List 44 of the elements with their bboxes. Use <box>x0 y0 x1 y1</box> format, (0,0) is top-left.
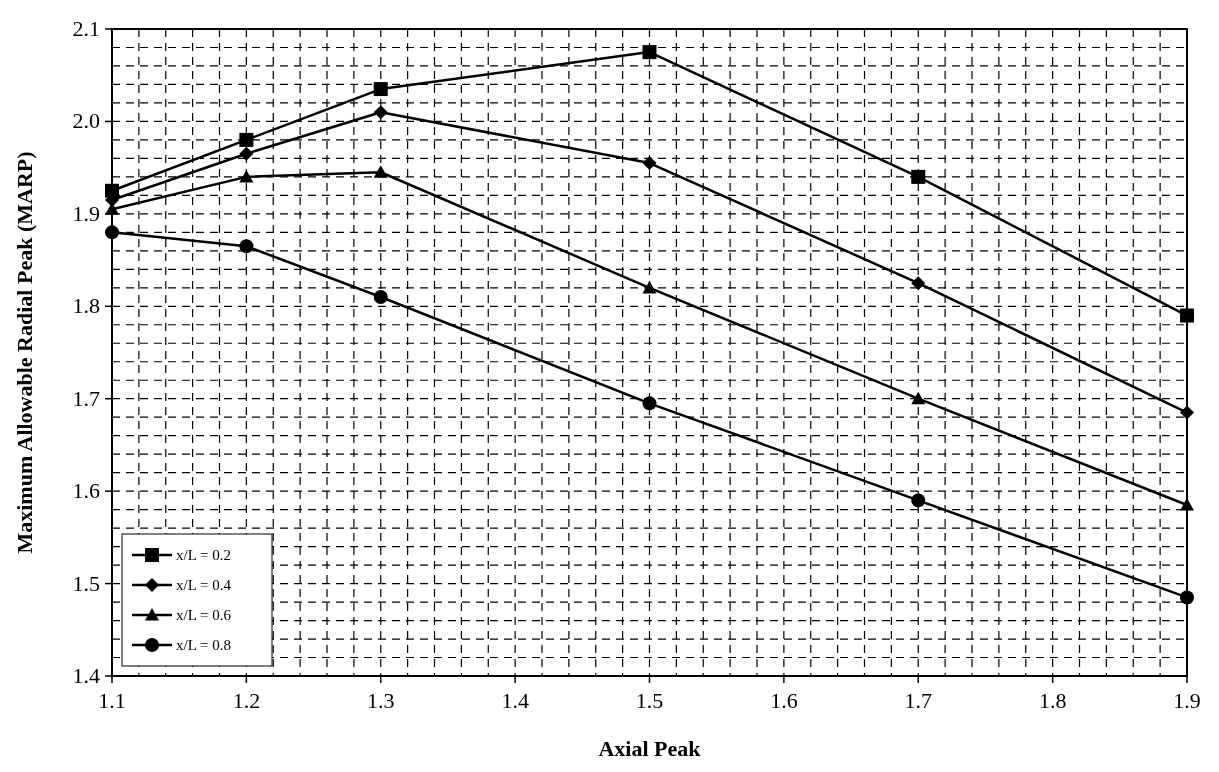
x-tick-label: 1.1 <box>98 688 126 713</box>
point <box>911 169 926 184</box>
point <box>373 290 388 305</box>
y-tick-label: 1.9 <box>72 200 100 226</box>
point <box>911 493 926 508</box>
point <box>642 45 657 60</box>
x-tick-label: 1.8 <box>1038 688 1067 713</box>
x-axis-title: Axial Peak <box>598 736 702 761</box>
point <box>373 105 388 120</box>
legend-label: x/L = 0.2 <box>176 547 231 563</box>
x-tick-label: 1.4 <box>501 688 529 713</box>
point <box>239 239 254 254</box>
y-tick-label: 1.7 <box>72 385 100 411</box>
point <box>642 396 657 411</box>
point <box>642 280 657 294</box>
x-tick-label: 1.2 <box>232 688 261 713</box>
y-axis-title: Maximum Allowable Radial Peak (MARP) <box>12 151 37 554</box>
point <box>642 156 657 171</box>
legend-label: x/L = 0.8 <box>176 637 231 653</box>
y-tick-label: 2.1 <box>72 16 100 41</box>
point <box>239 132 254 147</box>
y-tick-label: 1.5 <box>72 570 100 596</box>
x-tick-label: 1.6 <box>770 688 798 713</box>
point <box>1180 405 1194 420</box>
point <box>373 165 388 178</box>
point <box>239 169 254 183</box>
x-tick-label: 1.5 <box>635 688 664 713</box>
legend-label: x/L = 0.6 <box>176 607 232 623</box>
point <box>911 276 926 291</box>
x-tick-label: 1.7 <box>904 688 932 713</box>
y-tick-label: 1.4 <box>72 663 100 688</box>
x-tick-label: 1.9 <box>1173 688 1201 713</box>
point <box>1180 498 1194 511</box>
point <box>105 225 119 240</box>
legend-label: x/L = 0.4 <box>176 577 232 593</box>
y-tick-label: 2.0 <box>72 108 100 134</box>
y-tick-label: 1.8 <box>72 293 100 319</box>
point <box>239 146 254 161</box>
y-tick-label: 1.6 <box>72 478 100 504</box>
point <box>1180 308 1194 323</box>
x-tick-label: 1.3 <box>367 688 395 713</box>
point <box>1180 590 1194 605</box>
point <box>911 391 926 405</box>
point <box>373 82 388 97</box>
